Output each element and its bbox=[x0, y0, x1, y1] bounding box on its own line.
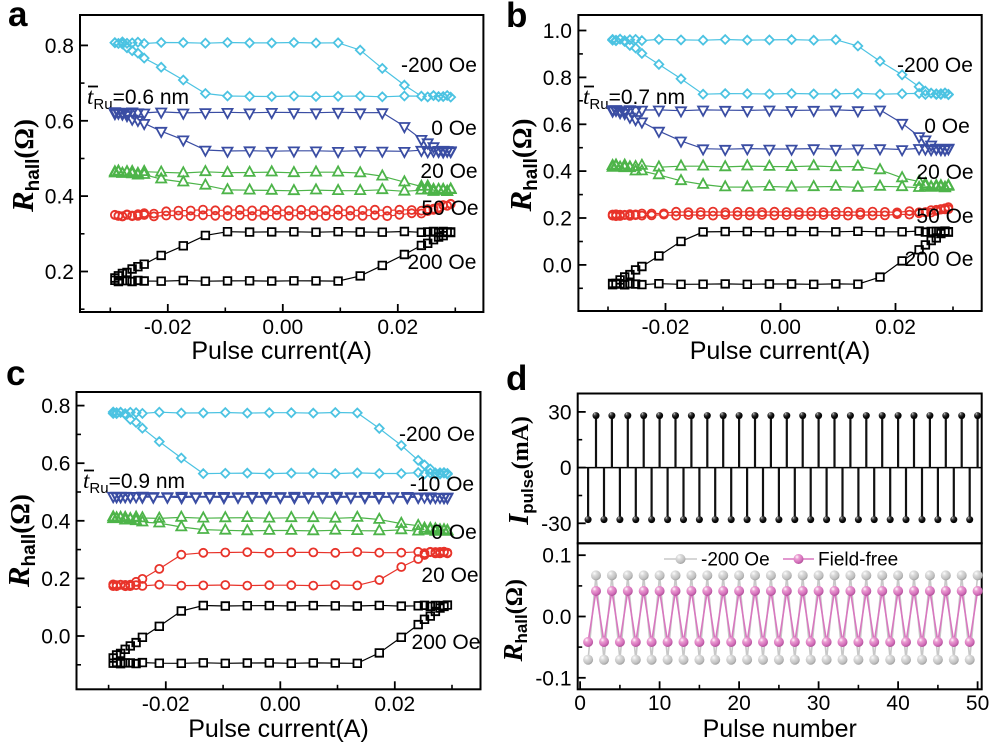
svg-text:30: 30 bbox=[548, 401, 571, 424]
svg-text:Pulse current(A): Pulse current(A) bbox=[188, 715, 369, 743]
svg-text:0 Oe: 0 Oe bbox=[431, 521, 477, 544]
svg-text:0.0: 0.0 bbox=[542, 606, 571, 629]
svg-text:-10 Oe: -10 Oe bbox=[410, 473, 474, 496]
svg-text:50 Oe: 50 Oe bbox=[421, 197, 478, 220]
svg-text:0 Oe: 0 Oe bbox=[431, 117, 477, 140]
svg-text:-200 Oe: -200 Oe bbox=[701, 550, 770, 571]
svg-text:0.00: 0.00 bbox=[260, 693, 301, 716]
svg-text:0.6: 0.6 bbox=[543, 114, 572, 137]
svg-text:-0.02: -0.02 bbox=[144, 316, 192, 339]
svg-text:-0.02: -0.02 bbox=[642, 316, 690, 339]
svg-text:0.4: 0.4 bbox=[543, 161, 573, 184]
svg-text:-0.1: -0.1 bbox=[535, 667, 571, 690]
svg-text:Ipulse(mA): Ipulse(mA) bbox=[504, 416, 537, 526]
svg-text:0.8: 0.8 bbox=[41, 395, 70, 418]
svg-text:0.8: 0.8 bbox=[543, 67, 572, 90]
svg-text:0 Oe: 0 Oe bbox=[924, 115, 970, 138]
svg-text:0.0: 0.0 bbox=[41, 626, 70, 649]
svg-text:0: 0 bbox=[560, 457, 572, 480]
svg-text:c: c bbox=[6, 354, 25, 393]
svg-text:40: 40 bbox=[886, 692, 909, 715]
svg-text:tRu=0.9 nm: tRu=0.9 nm bbox=[83, 468, 185, 497]
svg-text:20 Oe: 20 Oe bbox=[421, 564, 478, 587]
svg-text:Rhall(Ω): Rhall(Ω) bbox=[1, 494, 40, 588]
svg-text:-200 Oe: -200 Oe bbox=[399, 423, 475, 446]
svg-text:0.4: 0.4 bbox=[41, 510, 71, 533]
svg-text:Rhall(Ω): Rhall(Ω) bbox=[5, 119, 44, 213]
svg-text:b: b bbox=[506, 0, 527, 35]
svg-text:0.8: 0.8 bbox=[45, 35, 74, 58]
svg-text:Rhall(Ω): Rhall(Ω) bbox=[503, 118, 542, 212]
svg-text:a: a bbox=[8, 0, 28, 34]
svg-text:d: d bbox=[506, 359, 527, 398]
svg-text:0.00: 0.00 bbox=[262, 316, 303, 339]
svg-text:200 Oe: 200 Oe bbox=[905, 248, 974, 271]
svg-text:0.02: 0.02 bbox=[875, 316, 916, 339]
svg-text:Pulse current(A): Pulse current(A) bbox=[690, 337, 871, 365]
svg-text:0.2: 0.2 bbox=[45, 261, 74, 284]
svg-text:0.0: 0.0 bbox=[543, 254, 572, 277]
svg-text:0.4: 0.4 bbox=[45, 186, 75, 209]
svg-text:0.2: 0.2 bbox=[41, 568, 70, 591]
svg-text:50: 50 bbox=[966, 692, 989, 715]
svg-text:20 Oe: 20 Oe bbox=[916, 161, 973, 184]
svg-text:20: 20 bbox=[727, 692, 750, 715]
svg-text:0: 0 bbox=[574, 692, 586, 715]
svg-text:1.0: 1.0 bbox=[543, 20, 572, 43]
svg-text:Rhall(Ω): Rhall(Ω) bbox=[498, 579, 531, 663]
svg-text:20 Oe: 20 Oe bbox=[420, 160, 477, 183]
svg-text:0.6: 0.6 bbox=[45, 110, 74, 133]
svg-text:Pulse number: Pulse number bbox=[703, 715, 857, 743]
svg-text:tRu=0.7 nm: tRu=0.7 nm bbox=[583, 84, 685, 113]
svg-text:200 Oe: 200 Oe bbox=[412, 631, 481, 654]
svg-text:Field-free: Field-free bbox=[818, 550, 898, 571]
svg-text:-0.02: -0.02 bbox=[142, 693, 190, 716]
svg-text:10: 10 bbox=[648, 692, 671, 715]
svg-text:30: 30 bbox=[807, 692, 830, 715]
svg-text:50 Oe: 50 Oe bbox=[916, 205, 973, 228]
svg-text:0.00: 0.00 bbox=[760, 316, 801, 339]
svg-text:0.2: 0.2 bbox=[543, 208, 572, 231]
svg-text:tRu=0.6 nm: tRu=0.6 nm bbox=[87, 84, 189, 113]
svg-text:-200 Oe: -200 Oe bbox=[401, 54, 477, 77]
svg-text:0.1: 0.1 bbox=[542, 545, 571, 568]
svg-text:-30: -30 bbox=[541, 513, 571, 536]
svg-text:-200 Oe: -200 Oe bbox=[897, 54, 973, 77]
svg-text:Pulse current(A): Pulse current(A) bbox=[191, 337, 372, 365]
svg-text:0.6: 0.6 bbox=[41, 453, 70, 476]
svg-text:0.02: 0.02 bbox=[377, 316, 418, 339]
svg-text:0.02: 0.02 bbox=[374, 693, 415, 716]
svg-text:200 Oe: 200 Oe bbox=[408, 251, 477, 274]
